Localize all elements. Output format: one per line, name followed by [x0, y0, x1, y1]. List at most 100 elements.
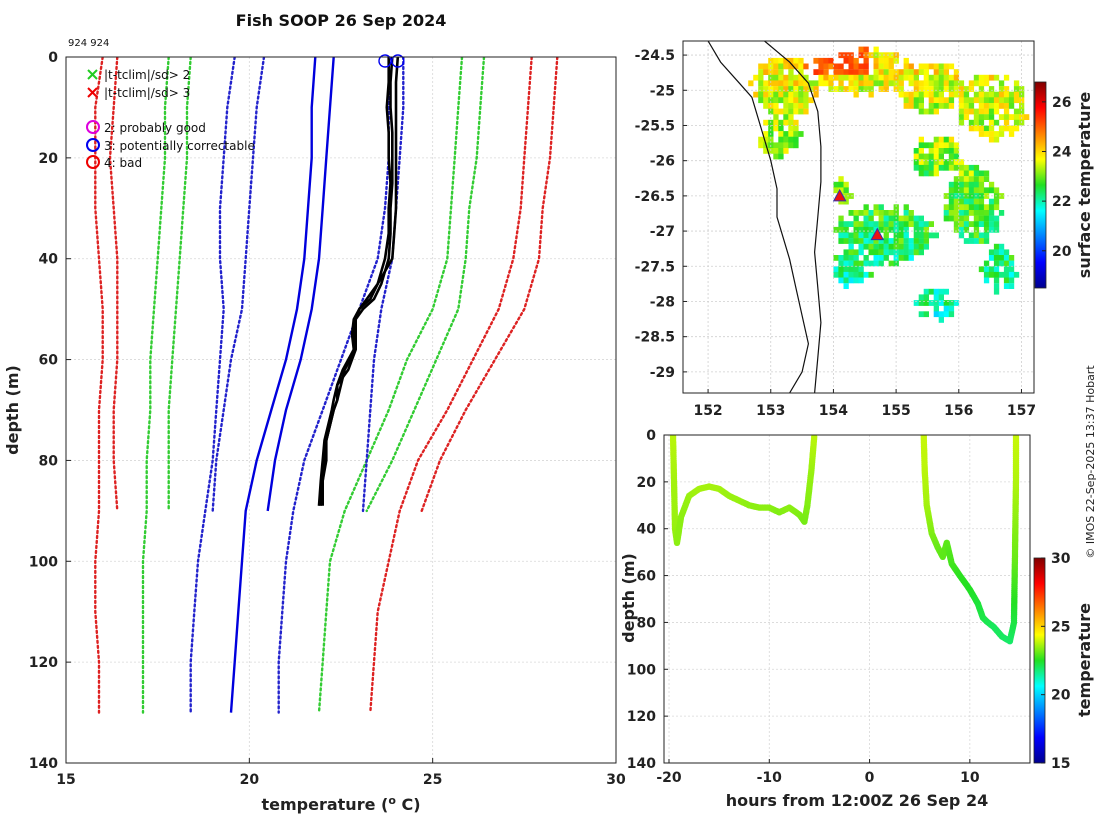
sst-cell-720: [983, 80, 990, 87]
sst-cell-585: [948, 198, 955, 205]
flag-circle-1: [391, 54, 405, 68]
sst-cell-59: [778, 74, 784, 81]
sst-cell-371: [893, 210, 899, 216]
profile-xtick-label-3: 30: [606, 772, 626, 788]
sst-cell-152: [823, 74, 829, 81]
sst-cell-236: [853, 210, 859, 216]
sst-cell-89: [788, 69, 794, 75]
sst-cell-436: [913, 215, 919, 222]
sst-cell-560: [943, 164, 949, 171]
sst-cell-266: [863, 46, 869, 53]
sst-cell-138: [808, 97, 814, 104]
sst-cell-264: [858, 271, 864, 278]
sst-cell-628: [958, 198, 965, 205]
sst-cell-699: [978, 97, 985, 104]
sst-cell-112: [793, 119, 799, 126]
sst-cell-108: [793, 91, 799, 98]
sst-cell-739: [983, 260, 990, 267]
sst-cell-733: [983, 210, 990, 216]
sst-cell-8: [758, 91, 764, 98]
sst-cell-441: [913, 243, 919, 250]
sst-cell-71: [778, 153, 784, 160]
sst-cell-392: [898, 249, 904, 256]
sst-cell-81: [783, 114, 789, 120]
sst-cell-408: [903, 243, 909, 250]
sst-cell-426: [913, 74, 919, 81]
sst-cell-70: [778, 148, 784, 154]
sst-cell-758: [988, 210, 995, 216]
sst-cell-595: [953, 86, 960, 92]
sst-cell-252: [858, 74, 864, 81]
sst-cell-803: [998, 260, 1005, 267]
sst-map-ticks: 152 153 154 155 156 157 -24.5 -25 -25.5 -26 -26.5 -…: [635, 48, 1036, 419]
sst-cell-55: [773, 153, 779, 160]
sst-map-cells: [748, 46, 1030, 323]
sst-cell-823: [1008, 103, 1015, 109]
sst-cell-348: [883, 249, 889, 256]
sst-cell-668: [968, 204, 975, 211]
sst-cell-466: [918, 294, 924, 301]
profile-x-label: temperature (o C): [261, 794, 420, 814]
sst-cell-474: [923, 91, 929, 98]
sst-cell-275: [863, 210, 869, 216]
sst-cell-42: [773, 69, 779, 75]
sst-cell-787: [993, 277, 1000, 284]
sst-cell-169: [838, 52, 844, 59]
sst-cell-58: [778, 69, 784, 75]
sst-cell-170: [838, 63, 844, 70]
sst-cell-773: [993, 136, 1000, 143]
sst-cell-343: [883, 221, 889, 227]
sst-cell-574: [948, 97, 955, 104]
sst-cell-564: [943, 215, 949, 222]
sst-cell-79: [783, 103, 789, 109]
sst-cell-481: [923, 221, 929, 227]
sst-cell-491: [928, 74, 934, 81]
sst-cell-129: [803, 74, 809, 81]
sst-cell-349: [883, 255, 889, 261]
sst-cell-667: [968, 198, 975, 205]
sst-cell-766: [993, 74, 1000, 81]
sst-cell-819: [1003, 277, 1010, 284]
sst-cell-769: [993, 103, 1000, 109]
sst-cell-468: [918, 311, 924, 318]
sst-cell-670: [968, 221, 975, 227]
sst-cbar-tick-label-1: 22: [1052, 194, 1071, 210]
sst-cell-98: [788, 119, 794, 126]
sst-cell-483: [923, 232, 929, 239]
sst-cell-255: [858, 210, 864, 216]
sst-cell-648: [963, 204, 970, 211]
sst-cell-622: [958, 164, 965, 171]
sst-cell-240: [853, 232, 859, 239]
sst-cell-230: [853, 63, 859, 70]
sst-cell-76: [783, 86, 789, 92]
sst-cell-130: [803, 80, 809, 87]
sst-cell-659: [968, 119, 975, 126]
sst-cell-175: [838, 176, 844, 182]
sst-cell-521: [933, 159, 939, 166]
sst-cell-219: [848, 221, 854, 227]
sst-cell-378: [893, 249, 899, 256]
sst-cell-53: [773, 142, 779, 149]
sst-cell-575: [948, 103, 955, 109]
sst-cell-104: [793, 63, 799, 70]
sst-cell-277: [863, 221, 869, 227]
sst-cell-3: [758, 63, 764, 70]
sst-cell-623: [958, 170, 965, 177]
sst-cell-821: [1008, 91, 1015, 98]
sst-cell-402: [903, 210, 909, 216]
sst-cell-305: [873, 74, 879, 81]
sst-cell-298: [868, 260, 874, 267]
sst-cell-122: [798, 86, 804, 92]
sst-cell-421: [908, 238, 914, 244]
sst-cell-11: [758, 142, 764, 149]
sst-cell-47: [773, 97, 779, 104]
sst-cell-173: [838, 80, 844, 87]
sst-cell-762: [988, 249, 995, 256]
sst-cell-524: [933, 232, 939, 239]
sst-cell-333: [878, 260, 884, 267]
sst-cell-673: [973, 74, 980, 81]
sst-cell-313: [873, 243, 879, 250]
sst-cell-139: [813, 57, 819, 64]
sst-cell-115: [793, 136, 799, 143]
profile-xtick-label-0: 15: [56, 772, 75, 788]
